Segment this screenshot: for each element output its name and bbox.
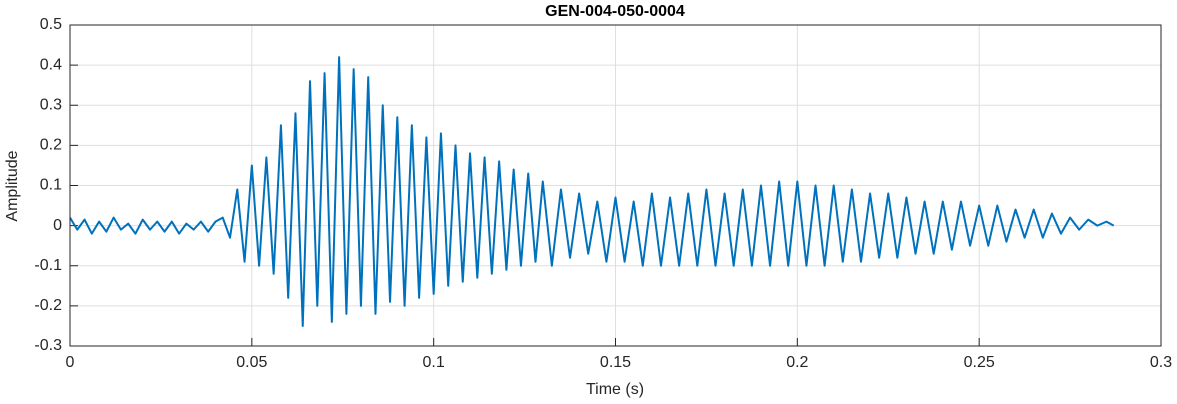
x-tick-label: 0.15 (600, 354, 631, 371)
y-tick-label: -0.3 (34, 337, 62, 354)
x-tick-label: 0 (66, 354, 75, 371)
y-axis-label: Amplitude (4, 150, 21, 221)
x-tick-label: 0.1 (423, 354, 445, 371)
signal-line (69, 56, 1115, 327)
chart-title: GEN-004-050-0004 (545, 3, 685, 20)
y-tick-label: 0.5 (40, 16, 62, 33)
y-tick-label: 0.2 (40, 137, 62, 154)
y-tick-label: 0.3 (40, 96, 62, 113)
y-tick-label: -0.2 (34, 297, 62, 314)
y-tick-label: 0.1 (40, 177, 62, 194)
x-tick-label: 0.2 (786, 354, 808, 371)
axes-box (69, 24, 1162, 347)
y-tick-label: 0.4 (40, 56, 62, 73)
y-tick-label: 0 (53, 217, 62, 234)
x-tick-label: 0.25 (964, 354, 995, 371)
x-tick-label: 0.3 (1150, 354, 1172, 371)
x-tick-label: 0.05 (236, 354, 267, 371)
x-axis-label: Time (s) (586, 381, 644, 398)
y-tick-label: -0.1 (34, 257, 62, 274)
